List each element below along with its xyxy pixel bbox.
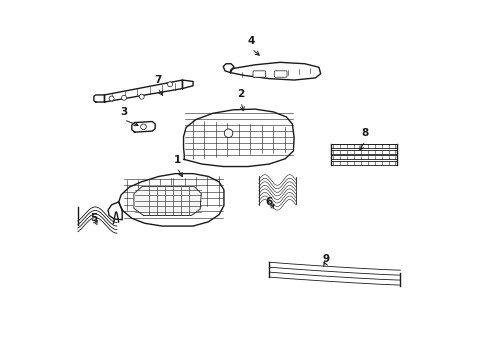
Polygon shape xyxy=(119,174,224,226)
Circle shape xyxy=(167,82,172,87)
Circle shape xyxy=(109,96,114,101)
Polygon shape xyxy=(182,80,193,89)
Polygon shape xyxy=(230,62,320,80)
FancyBboxPatch shape xyxy=(252,71,265,77)
Circle shape xyxy=(224,129,232,138)
Bar xyxy=(331,149,396,154)
Circle shape xyxy=(121,95,126,100)
Text: 3: 3 xyxy=(120,107,127,117)
Polygon shape xyxy=(223,64,233,73)
Polygon shape xyxy=(94,95,104,102)
Bar xyxy=(331,155,396,159)
Polygon shape xyxy=(108,202,122,220)
Text: 8: 8 xyxy=(361,128,368,138)
Polygon shape xyxy=(183,109,293,167)
Polygon shape xyxy=(104,80,182,102)
Circle shape xyxy=(139,94,144,99)
Text: 9: 9 xyxy=(322,254,329,264)
Bar xyxy=(331,161,396,165)
Polygon shape xyxy=(132,122,155,132)
Text: 5: 5 xyxy=(90,213,97,223)
FancyBboxPatch shape xyxy=(274,71,286,77)
Text: 6: 6 xyxy=(265,197,272,207)
Bar xyxy=(331,144,396,148)
Text: 2: 2 xyxy=(237,89,244,99)
Polygon shape xyxy=(134,186,201,215)
Text: 1: 1 xyxy=(173,155,181,165)
Text: 4: 4 xyxy=(247,36,255,46)
Text: 7: 7 xyxy=(154,75,161,85)
Circle shape xyxy=(141,124,146,130)
